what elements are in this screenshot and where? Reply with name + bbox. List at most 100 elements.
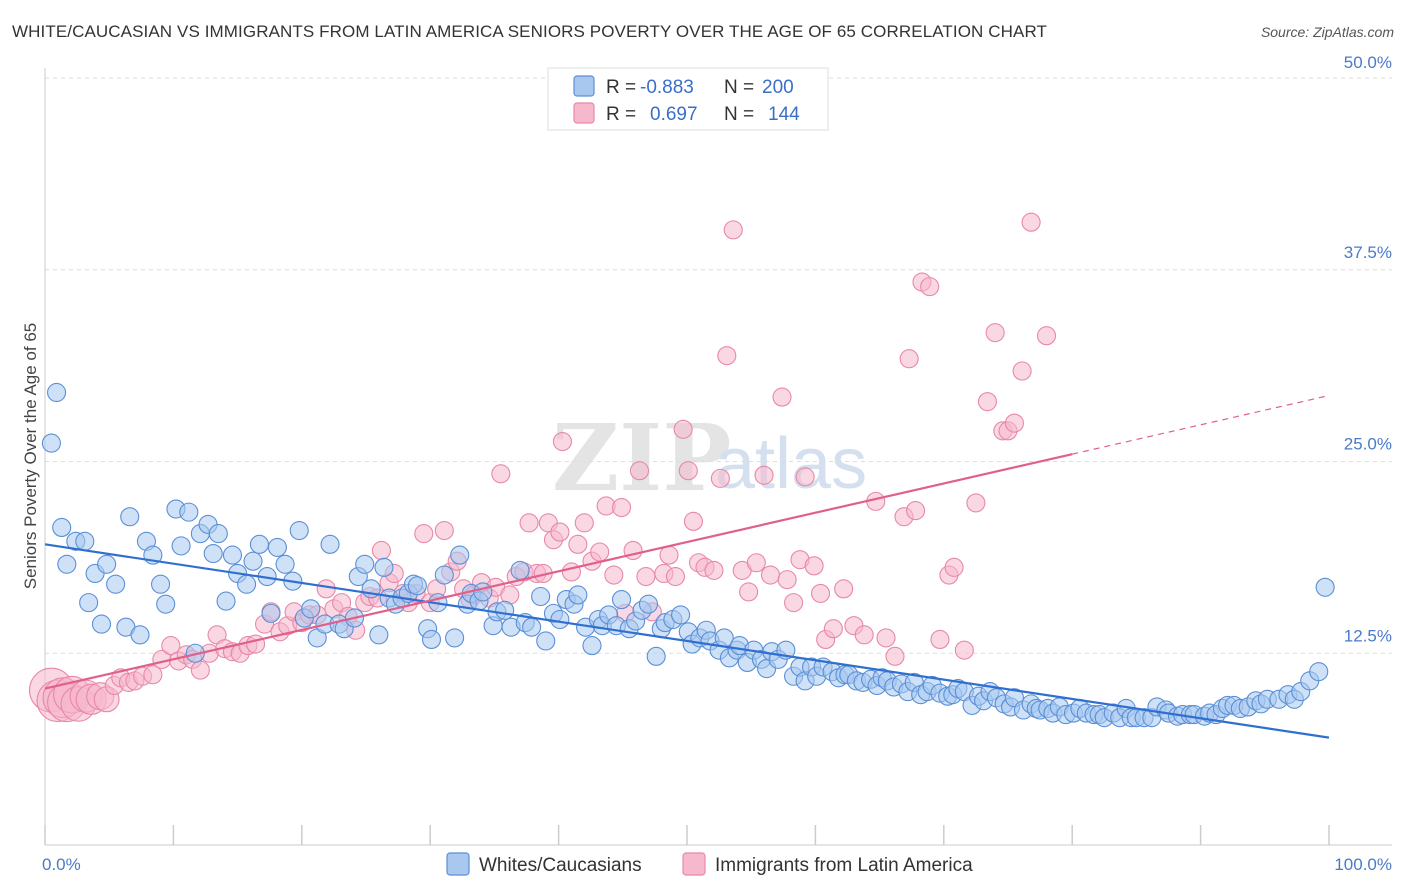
whites-point-49 xyxy=(369,625,389,645)
immigrants-point-129 xyxy=(977,392,998,412)
x-tick-label-max: 100.0% xyxy=(1334,855,1392,874)
whites-point-61 xyxy=(445,628,465,648)
bottom-legend-whites: Whites/Caucasians xyxy=(479,855,642,876)
whites-point-33 xyxy=(261,603,281,623)
immigrants-point-76 xyxy=(574,513,594,533)
whites-point-56 xyxy=(407,576,427,596)
whites-point-8 xyxy=(91,614,112,634)
whites-point-34 xyxy=(267,537,287,557)
trend-lines xyxy=(44,394,1330,739)
immigrants-point-37 xyxy=(316,579,336,599)
whites-point-25 xyxy=(208,524,228,544)
immigrants-point-113 xyxy=(834,579,854,599)
whites-point-75 xyxy=(536,631,556,651)
immigrants-point-120 xyxy=(899,349,919,369)
whites-point-3 xyxy=(57,554,77,574)
whites-point-62 xyxy=(450,545,470,565)
watermark-zip: ZIP xyxy=(552,404,731,512)
axes xyxy=(44,68,1392,846)
whites-point-77 xyxy=(550,609,570,630)
legend-r-label-2: R = xyxy=(606,104,636,125)
immigrants-point-127 xyxy=(954,640,974,660)
legend-n-label-1: N = xyxy=(724,77,754,98)
whites-point-27 xyxy=(222,545,243,565)
series-legend: Whites/Caucasians Immigrants from Latin … xyxy=(446,852,973,876)
immigrants-point-104 xyxy=(772,387,792,407)
whites-point-10 xyxy=(106,574,126,594)
legend-r-label-1: R = xyxy=(606,77,636,98)
x-tick-label-min: 0.0% xyxy=(42,855,81,874)
y-axis-label: Seniors Poverty Over the Age of 65 xyxy=(21,323,40,589)
immigrants-point-136 xyxy=(1036,326,1057,346)
immigrants-point-102 xyxy=(754,465,774,485)
y-tick-label-1: 25.0% xyxy=(1344,435,1392,454)
immigrants-point-21 xyxy=(190,660,210,680)
legend-r-value-1: -0.883 xyxy=(640,77,694,98)
immigrants-point-80 xyxy=(604,565,624,585)
whites-trend-line xyxy=(44,543,1330,739)
legend-n-value-1: 200 xyxy=(762,77,794,98)
whites-point-96 xyxy=(671,605,691,625)
chart-title: WHITE/CAUCASIAN VS IMMIGRANTS FROM LATIN… xyxy=(12,22,1047,41)
immigrants-point-110 xyxy=(810,583,831,603)
whites-point-13 xyxy=(130,625,150,645)
immigrants-point-92 xyxy=(683,511,703,531)
whites-point-17 xyxy=(156,594,176,614)
watermark: ZIP atlas xyxy=(552,404,867,512)
whites-point-82 xyxy=(582,636,602,656)
y-tick-label-0: 12.5% xyxy=(1344,626,1392,645)
immigrants-point-135 xyxy=(1021,212,1041,232)
immigrants-point-97 xyxy=(717,346,737,366)
immigrants-point-67 xyxy=(519,513,539,533)
immigrants-point-109 xyxy=(804,556,824,576)
legend-n-value-2: 144 xyxy=(768,104,800,125)
whites-point-195 xyxy=(1315,577,1335,597)
immigrants-point-126 xyxy=(944,557,964,577)
legend-swatch-blue xyxy=(573,75,595,97)
y-tick-label-2: 37.5% xyxy=(1344,243,1392,262)
immigrants-point-15 xyxy=(143,665,163,685)
immigrants-point-54 xyxy=(434,520,454,541)
immigrants-point-74 xyxy=(561,562,581,582)
whites-point-1 xyxy=(47,382,67,403)
immigrants-point-73 xyxy=(552,432,573,452)
chart-source: Source: ZipAtlas.com xyxy=(1260,24,1394,40)
whites-point-87 xyxy=(611,590,632,610)
whites-point-73 xyxy=(522,617,542,637)
whites-point-35 xyxy=(275,554,295,574)
immigrants-point-78 xyxy=(590,542,610,562)
immigrants-point-130 xyxy=(985,323,1005,343)
immigrants-point-117 xyxy=(876,628,896,648)
whites-point-37 xyxy=(289,520,309,541)
immigrants-point-128 xyxy=(966,493,986,513)
whites-point-194 xyxy=(1309,662,1329,682)
immigrants-point-51 xyxy=(414,524,434,544)
immigrants-point-115 xyxy=(854,625,874,645)
bottom-legend-swatch-immigrants xyxy=(682,852,706,876)
immigrants-point-28 xyxy=(246,634,266,654)
immigrants-trend-extension xyxy=(1072,394,1330,455)
whites-point-47 xyxy=(355,554,375,574)
legend-n-label-2: N = xyxy=(724,104,754,125)
whites-point-2 xyxy=(52,517,72,538)
whites-point-20 xyxy=(179,502,199,522)
immigrants-point-75 xyxy=(568,534,588,554)
immigrants-point-133 xyxy=(1004,413,1024,433)
immigrants-point-112 xyxy=(823,619,843,639)
immigrants-point-118 xyxy=(885,646,905,666)
legend-box xyxy=(547,67,829,131)
bottom-legend-immigrants: Immigrants from Latin America xyxy=(715,855,973,876)
immigrants-point-106 xyxy=(784,593,804,613)
whites-point-69 xyxy=(495,600,515,620)
whites-point-42 xyxy=(320,534,340,554)
immigrants-point-103 xyxy=(760,565,781,585)
immigrants-point-63 xyxy=(491,464,511,484)
whites-point-19 xyxy=(171,536,191,556)
immigrants-point-95 xyxy=(704,560,724,580)
whites-point-16 xyxy=(151,574,171,594)
immigrants-point-89 xyxy=(665,566,685,587)
legend-swatch-pink xyxy=(573,102,595,124)
y-tick-label-3: 50.0% xyxy=(1344,53,1392,72)
immigrants-point-85 xyxy=(636,566,656,587)
